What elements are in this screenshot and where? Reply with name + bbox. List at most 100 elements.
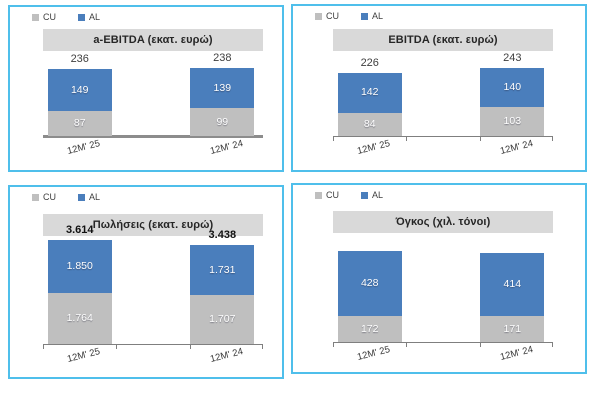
segment-value-label: 103: [503, 115, 522, 128]
x-axis-category-label: 12M' 25: [66, 346, 102, 365]
x-axis-line: [43, 135, 263, 138]
x-axis-line: [43, 344, 263, 345]
x-axis-category-label: 12M' 25: [356, 344, 392, 363]
chart-title: Όγκος (χιλ. τόνοι): [333, 211, 553, 233]
bar-segment-cu: 84: [337, 112, 402, 136]
bar-total-label: 3.614: [65, 224, 94, 236]
stacked-bar-12m-25: 428 172: [337, 251, 402, 342]
chart-plot: 149 87 236 12M' 25 139 99 238 12M' 24: [43, 53, 263, 157]
axis-tick: [43, 345, 44, 349]
segment-value-label: 142: [360, 86, 379, 99]
segment-value-label: 99: [216, 115, 229, 128]
bar-segment-cu: 1.707: [190, 294, 255, 344]
stacked-bar-12m-24: 414 171: [480, 253, 545, 342]
chart-title: Πωλήσεις (εκατ. ευρώ): [43, 214, 263, 236]
axis-tick: [333, 137, 334, 141]
chart-plot: 1.850 1.764 3.614 12M' 25 1.731 1.707 3.438 12M…: [43, 225, 263, 365]
segment-value-label: 414: [503, 278, 522, 291]
chart-legend: CU AL: [32, 193, 100, 202]
al-legend-swatch-icon: [361, 13, 368, 20]
chart-legend: CU AL: [32, 13, 100, 22]
stacked-bar-12m-24: 1.731 1.707: [190, 245, 255, 344]
bar-segment-cu: 1.764: [47, 293, 112, 344]
chart-panel-sales: CU AL Πωλήσεις (εκατ. ευρώ) 1.850 1.764 3.…: [8, 185, 284, 379]
axis-tick: [189, 345, 191, 349]
axis-tick: [333, 343, 334, 347]
chart-plot: 142 84 226 12M' 25 140 103 243 12M' 24: [333, 53, 553, 157]
chart-panel-ebitda: CU AL EBITDA (εκατ. ευρώ) 142 84 226 12M' 2…: [291, 4, 587, 172]
cu-legend-swatch-icon: [32, 14, 39, 21]
x-axis-category-label: 12M' 24: [499, 344, 535, 363]
bar-segment-cu: 103: [480, 107, 545, 136]
segment-value-label: 139: [213, 81, 232, 94]
cu-legend-swatch-icon: [315, 192, 322, 199]
axis-tick: [116, 345, 118, 349]
bar-segment-al: 139: [190, 68, 255, 108]
bar-total-label: 236: [70, 52, 89, 65]
segment-value-label: 1.707: [209, 313, 236, 326]
segment-value-label: 149: [70, 83, 89, 96]
bar-segment-al: 142: [337, 72, 402, 113]
segment-value-label: 171: [503, 322, 522, 335]
bar-segment-al: 1.850: [47, 240, 112, 294]
legend-label-al: AL: [89, 192, 101, 202]
legend-label-cu: CU: [43, 12, 56, 22]
legend-label-cu: CU: [326, 11, 339, 21]
axis-tick: [552, 137, 553, 141]
axis-tick: [406, 343, 408, 347]
bar-total-label: 243: [503, 52, 522, 64]
al-legend-swatch-icon: [78, 194, 85, 201]
axis-tick: [479, 137, 481, 141]
axis-tick: [552, 343, 553, 347]
bar-segment-al: 1.731: [190, 245, 255, 295]
bar-segment-al: 414: [480, 253, 545, 317]
legend-label-cu: CU: [326, 190, 339, 200]
bar-total-label: 226: [360, 56, 379, 69]
legend-item-cu: CU: [315, 12, 339, 21]
legend-item-cu: CU: [315, 191, 339, 200]
chart-panel-volume: CU AL Όγκος (χιλ. τόνοι) 428 172 12M' 25 41…: [291, 183, 587, 374]
x-axis-line: [333, 136, 553, 137]
legend-label-al: AL: [89, 12, 101, 22]
x-axis-category-label: 12M' 24: [499, 138, 535, 157]
legend-label-al: AL: [372, 190, 384, 200]
legend-item-al: AL: [361, 191, 383, 200]
stacked-bar-12m-25: 1.850 1.764: [47, 240, 112, 344]
legend-label-cu: CU: [43, 192, 56, 202]
bar-segment-cu: 171: [480, 316, 545, 342]
bar-segment-cu: 99: [190, 107, 255, 136]
stacked-bar-12m-25: 142 84: [337, 72, 402, 136]
chart-legend: CU AL: [315, 191, 383, 200]
al-legend-swatch-icon: [361, 192, 368, 199]
chart-panel-a-ebitda: CU AL a-EBITDA (εκατ. ευρώ) 149 87 236 12M'…: [8, 5, 284, 172]
legend-item-cu: CU: [32, 193, 56, 202]
x-axis-category-label: 12M' 25: [356, 138, 392, 157]
bar-segment-cu: 87: [47, 111, 112, 136]
axis-tick: [479, 343, 481, 347]
chart-plot: 428 172 12M' 25 414 171 12M' 24: [333, 251, 553, 363]
chart-title: a-EBITDA (εκατ. ευρώ): [43, 29, 263, 51]
stacked-bar-12m-24: 140 103: [480, 68, 545, 136]
axis-tick: [406, 137, 408, 141]
bar-total-label: 238: [213, 52, 232, 64]
bar-segment-cu: 172: [337, 315, 402, 342]
legend-item-al: AL: [78, 13, 100, 22]
bar-segment-al: 149: [47, 68, 112, 112]
segment-value-label: 428: [360, 277, 379, 290]
segment-value-label: 140: [503, 81, 522, 94]
bar-segment-al: 428: [337, 251, 402, 316]
legend-item-al: AL: [78, 193, 100, 202]
x-axis-line: [333, 342, 553, 343]
segment-value-label: 1.764: [66, 312, 93, 325]
legend-item-cu: CU: [32, 13, 56, 22]
cu-legend-swatch-icon: [32, 194, 39, 201]
cu-legend-swatch-icon: [315, 13, 322, 20]
bar-total-label: 3.438: [208, 229, 237, 242]
axis-tick: [262, 345, 263, 349]
stacked-bar-12m-24: 139 99: [190, 68, 255, 136]
chart-title: EBITDA (εκατ. ευρώ): [333, 29, 553, 51]
chart-legend: CU AL: [315, 12, 383, 21]
segment-value-label: 1.850: [66, 260, 93, 273]
legend-label-al: AL: [372, 11, 384, 21]
